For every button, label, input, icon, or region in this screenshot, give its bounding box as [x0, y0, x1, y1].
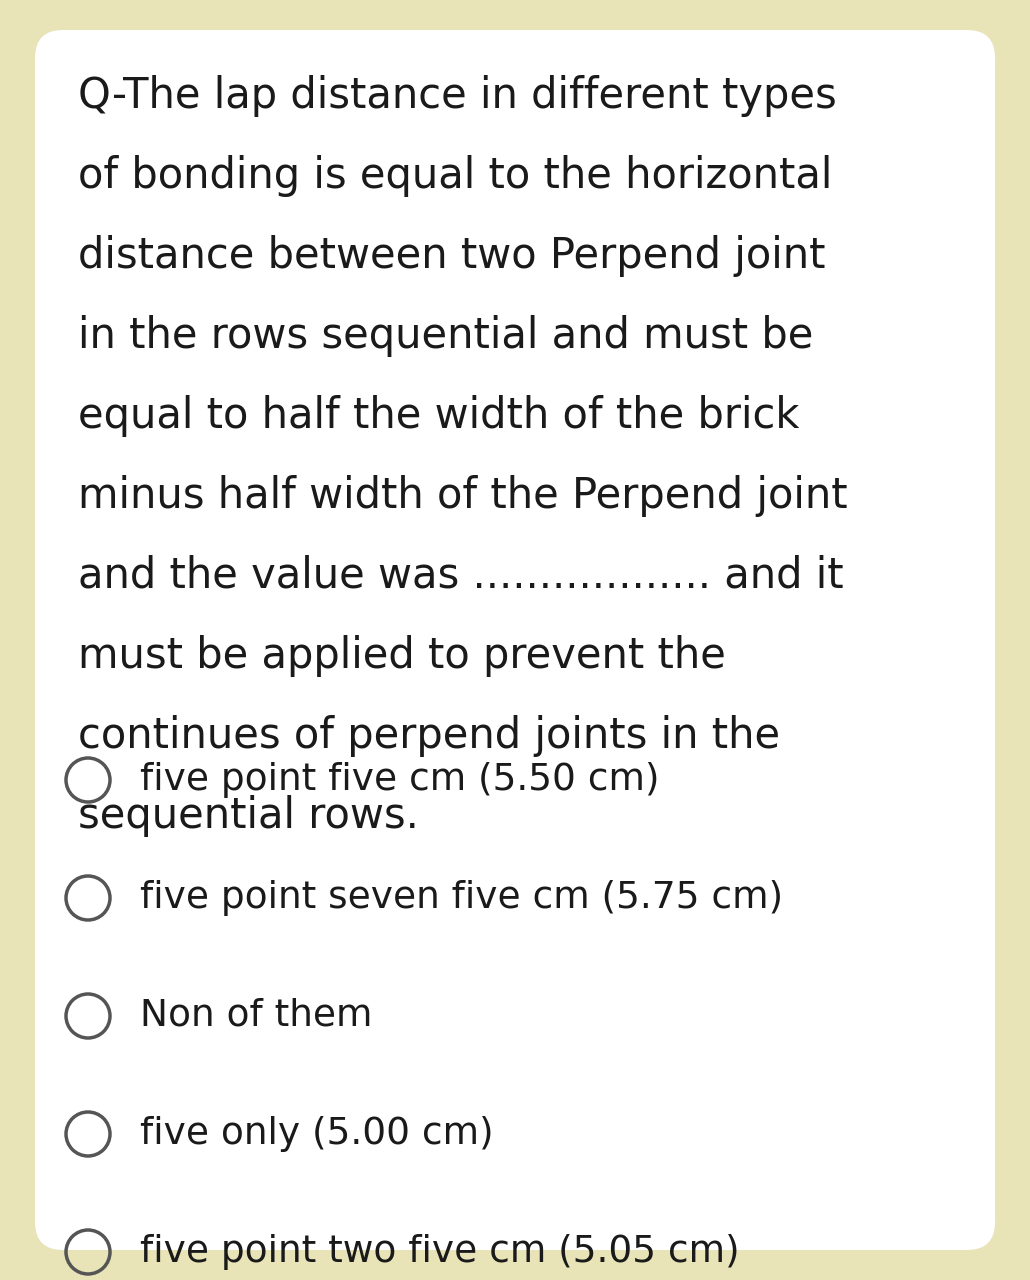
Text: sequential rows.: sequential rows. [78, 795, 419, 837]
Text: Non of them: Non of them [140, 998, 373, 1034]
Text: Q-The lap distance in different types: Q-The lap distance in different types [78, 76, 836, 116]
Text: five point seven five cm (5.75 cm): five point seven five cm (5.75 cm) [140, 881, 783, 916]
Text: five point five cm (5.50 cm): five point five cm (5.50 cm) [140, 762, 659, 797]
Text: equal to half the width of the brick: equal to half the width of the brick [78, 396, 799, 436]
Text: must be applied to prevent the: must be applied to prevent the [78, 635, 726, 677]
Text: in the rows sequential and must be: in the rows sequential and must be [78, 315, 814, 357]
Text: and the value was .................. and it: and the value was .................. and… [78, 556, 844, 596]
Text: five point two five cm (5.05 cm): five point two five cm (5.05 cm) [140, 1234, 740, 1270]
Text: five only (5.00 cm): five only (5.00 cm) [140, 1116, 493, 1152]
Text: continues of perpend joints in the: continues of perpend joints in the [78, 716, 780, 756]
FancyBboxPatch shape [35, 29, 995, 1251]
Text: of bonding is equal to the horizontal: of bonding is equal to the horizontal [78, 155, 832, 197]
Text: distance between two Perpend joint: distance between two Perpend joint [78, 236, 825, 276]
Text: minus half width of the Perpend joint: minus half width of the Perpend joint [78, 475, 848, 517]
